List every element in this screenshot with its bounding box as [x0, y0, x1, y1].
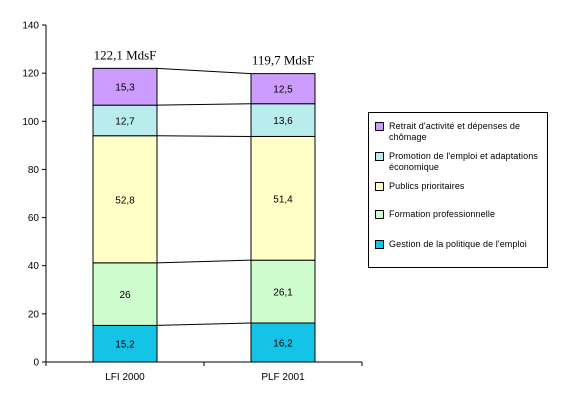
series-connector-line — [156, 103, 252, 106]
series-connector-line — [156, 67, 252, 75]
bar-segment — [92, 324, 158, 363]
legend-swatch — [375, 210, 384, 219]
legend: Retrait d'activité et dépenses de chômag… — [368, 112, 548, 268]
legend-item: Promotion de l'emploi et adaptations éco… — [375, 151, 543, 173]
series-connector-line — [156, 259, 252, 264]
bar-segment — [92, 135, 158, 264]
legend-label: Formation professionnelle — [389, 209, 496, 219]
legend-item: Formation professionnelle — [375, 209, 543, 220]
data-label: 12,7 — [115, 116, 135, 127]
data-label: 13,6 — [273, 116, 293, 127]
y-tick-label: 60 — [28, 213, 40, 224]
legend-label: Promotion de l'emploi et adaptations éco… — [389, 151, 538, 172]
bar-total-label: 122,1 MdsF — [94, 47, 157, 62]
legend-label: Publics prioritaires — [389, 181, 465, 191]
legend-swatch — [375, 182, 384, 191]
data-label: 51,4 — [273, 194, 293, 205]
series-connector-line — [156, 135, 252, 137]
y-tick-label: 140 — [22, 21, 39, 32]
legend-item: Retrait d'activité et dépenses de chômag… — [375, 121, 543, 143]
data-label: 15,2 — [115, 340, 135, 351]
bar-segment — [92, 104, 158, 137]
series-connector-line — [156, 322, 252, 326]
data-label: 15,3 — [115, 83, 135, 94]
bar-segment — [250, 135, 316, 261]
legend-item: Publics prioritaires — [375, 181, 543, 192]
bar-total-label: 119,7 MdsF — [252, 53, 314, 68]
y-tick-label: 80 — [28, 165, 40, 176]
bar-segment — [250, 322, 316, 363]
data-label: 26 — [119, 290, 131, 301]
legend-swatch — [375, 240, 384, 249]
y-tick-label: 20 — [28, 309, 40, 320]
legend-item: Gestion de la politique de l'emploi — [375, 239, 543, 250]
legend-label: Retrait d'activité et dépenses de chômag… — [389, 121, 521, 142]
data-label: 12,5 — [273, 85, 293, 96]
data-label: 26,1 — [273, 288, 293, 299]
bar-segment — [250, 73, 316, 105]
data-label: 16,2 — [273, 339, 293, 350]
legend-label: Gestion de la politique de l'emploi — [389, 239, 527, 249]
legend-swatch — [375, 152, 384, 161]
x-tick-label: PLF 2001 — [261, 372, 305, 383]
y-tick-label: 40 — [28, 261, 40, 272]
x-tick-label: LFI 2000 — [105, 372, 145, 383]
y-tick-label: 100 — [22, 117, 39, 128]
y-tick-label: 120 — [22, 69, 39, 80]
bar-segment — [92, 67, 158, 106]
y-tick-label: 0 — [33, 358, 39, 369]
data-label: 52,8 — [115, 195, 135, 206]
legend-swatch — [375, 122, 384, 131]
